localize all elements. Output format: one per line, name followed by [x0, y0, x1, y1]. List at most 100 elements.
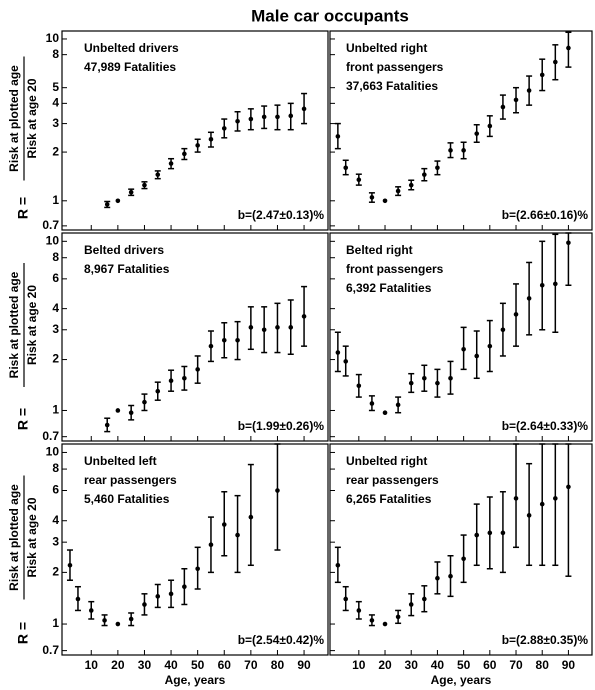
y-tick-label: 6 — [52, 483, 59, 497]
y-tick-label: 6 — [52, 271, 59, 285]
x-tick-label: 20 — [378, 658, 392, 672]
data-point — [408, 380, 414, 386]
data-point — [435, 575, 440, 581]
data-point — [115, 408, 121, 413]
data-point — [248, 325, 254, 330]
panel-label: 5,460 Fatalities — [84, 492, 170, 506]
data-point — [566, 45, 571, 51]
data-point — [275, 325, 280, 330]
x-tick-label: 50 — [457, 658, 471, 672]
data-point — [335, 134, 341, 139]
y-tick-label: 0.7 — [42, 429, 59, 443]
data-point — [566, 484, 571, 490]
data-point — [335, 350, 341, 355]
data-point — [356, 177, 362, 183]
data-point — [155, 594, 161, 599]
data-point — [128, 410, 134, 416]
data-point — [461, 148, 466, 153]
y-label-numerator: Risk at plotted age — [7, 65, 21, 172]
panel-label: 6,265 Fatalities — [346, 492, 432, 506]
panel-label: Belted right — [346, 243, 413, 257]
y-tick-label: 2 — [52, 144, 59, 158]
data-point — [104, 422, 110, 428]
data-point — [104, 202, 110, 207]
data-point — [261, 327, 267, 333]
panel-label: Unbelted right — [346, 454, 427, 468]
data-point — [248, 116, 254, 122]
y-tick-label: 1 — [52, 616, 59, 630]
data-point — [461, 346, 466, 352]
data-point — [195, 367, 200, 372]
x-tick-label: 90 — [297, 658, 311, 672]
y-tick-label: 1 — [52, 403, 59, 417]
data-point — [235, 532, 240, 538]
data-point — [102, 618, 107, 623]
data-point — [395, 614, 401, 620]
data-point — [448, 148, 453, 153]
fit-annotation: b=(2.47±0.13)% — [238, 208, 325, 222]
data-point — [182, 584, 187, 590]
data-point — [115, 621, 121, 627]
data-point — [195, 143, 200, 148]
x-axis-label: Age, years — [431, 673, 492, 687]
panel-frame — [329, 232, 593, 442]
data-point — [208, 542, 214, 547]
x-tick-label: 10 — [352, 658, 366, 672]
data-point — [553, 496, 558, 501]
data-point — [128, 189, 134, 195]
data-point — [408, 602, 414, 607]
data-point — [182, 151, 187, 157]
y-label-prefix: R = — [15, 408, 31, 430]
data-point — [448, 573, 453, 579]
data-point — [301, 106, 307, 112]
data-point — [261, 114, 267, 120]
data-point — [142, 602, 147, 607]
x-tick-label: 30 — [138, 658, 152, 672]
data-point — [487, 123, 493, 129]
y-tick-label: 4 — [52, 513, 59, 527]
data-point — [487, 343, 493, 349]
data-point — [221, 522, 227, 527]
x-tick-label: 90 — [562, 658, 576, 672]
data-point — [395, 188, 401, 194]
data-point — [422, 172, 427, 177]
x-tick-label: 50 — [191, 658, 205, 672]
data-point — [500, 530, 506, 536]
data-point — [422, 375, 427, 381]
data-point — [526, 296, 532, 301]
data-point — [235, 118, 240, 124]
data-point — [369, 401, 375, 406]
data-point — [448, 375, 453, 381]
data-point — [553, 281, 558, 287]
y-tick-label: 10 — [46, 31, 60, 45]
panel-label: 47,989 Fatalities — [84, 60, 176, 74]
x-tick-label: 60 — [483, 658, 497, 672]
y-tick-label: 2 — [52, 352, 59, 366]
y-tick-label: 8 — [52, 250, 59, 264]
data-point — [395, 402, 401, 408]
x-tick-label: 80 — [271, 658, 285, 672]
fit-annotation: b=(2.54±0.42)% — [238, 633, 325, 647]
y-label-prefix: R = — [15, 622, 31, 644]
x-tick-label: 30 — [405, 658, 419, 672]
data-point — [288, 325, 294, 330]
data-point — [195, 566, 200, 572]
y-tick-label: 3 — [52, 116, 59, 130]
data-point — [382, 621, 388, 627]
data-point — [369, 618, 375, 623]
data-point — [142, 182, 147, 188]
fit-annotation: b=(2.64±0.33)% — [502, 419, 589, 433]
data-point — [221, 337, 227, 343]
data-point — [301, 314, 307, 319]
data-point — [88, 608, 94, 613]
error-bar — [513, 443, 520, 549]
x-tick-label: 10 — [85, 658, 99, 672]
data-point — [500, 327, 506, 333]
data-point — [128, 616, 134, 622]
x-tick-label: 70 — [244, 658, 258, 672]
data-point — [208, 136, 214, 142]
panel-label: rear passengers — [346, 473, 439, 487]
data-point — [248, 514, 254, 520]
data-point — [343, 359, 349, 364]
